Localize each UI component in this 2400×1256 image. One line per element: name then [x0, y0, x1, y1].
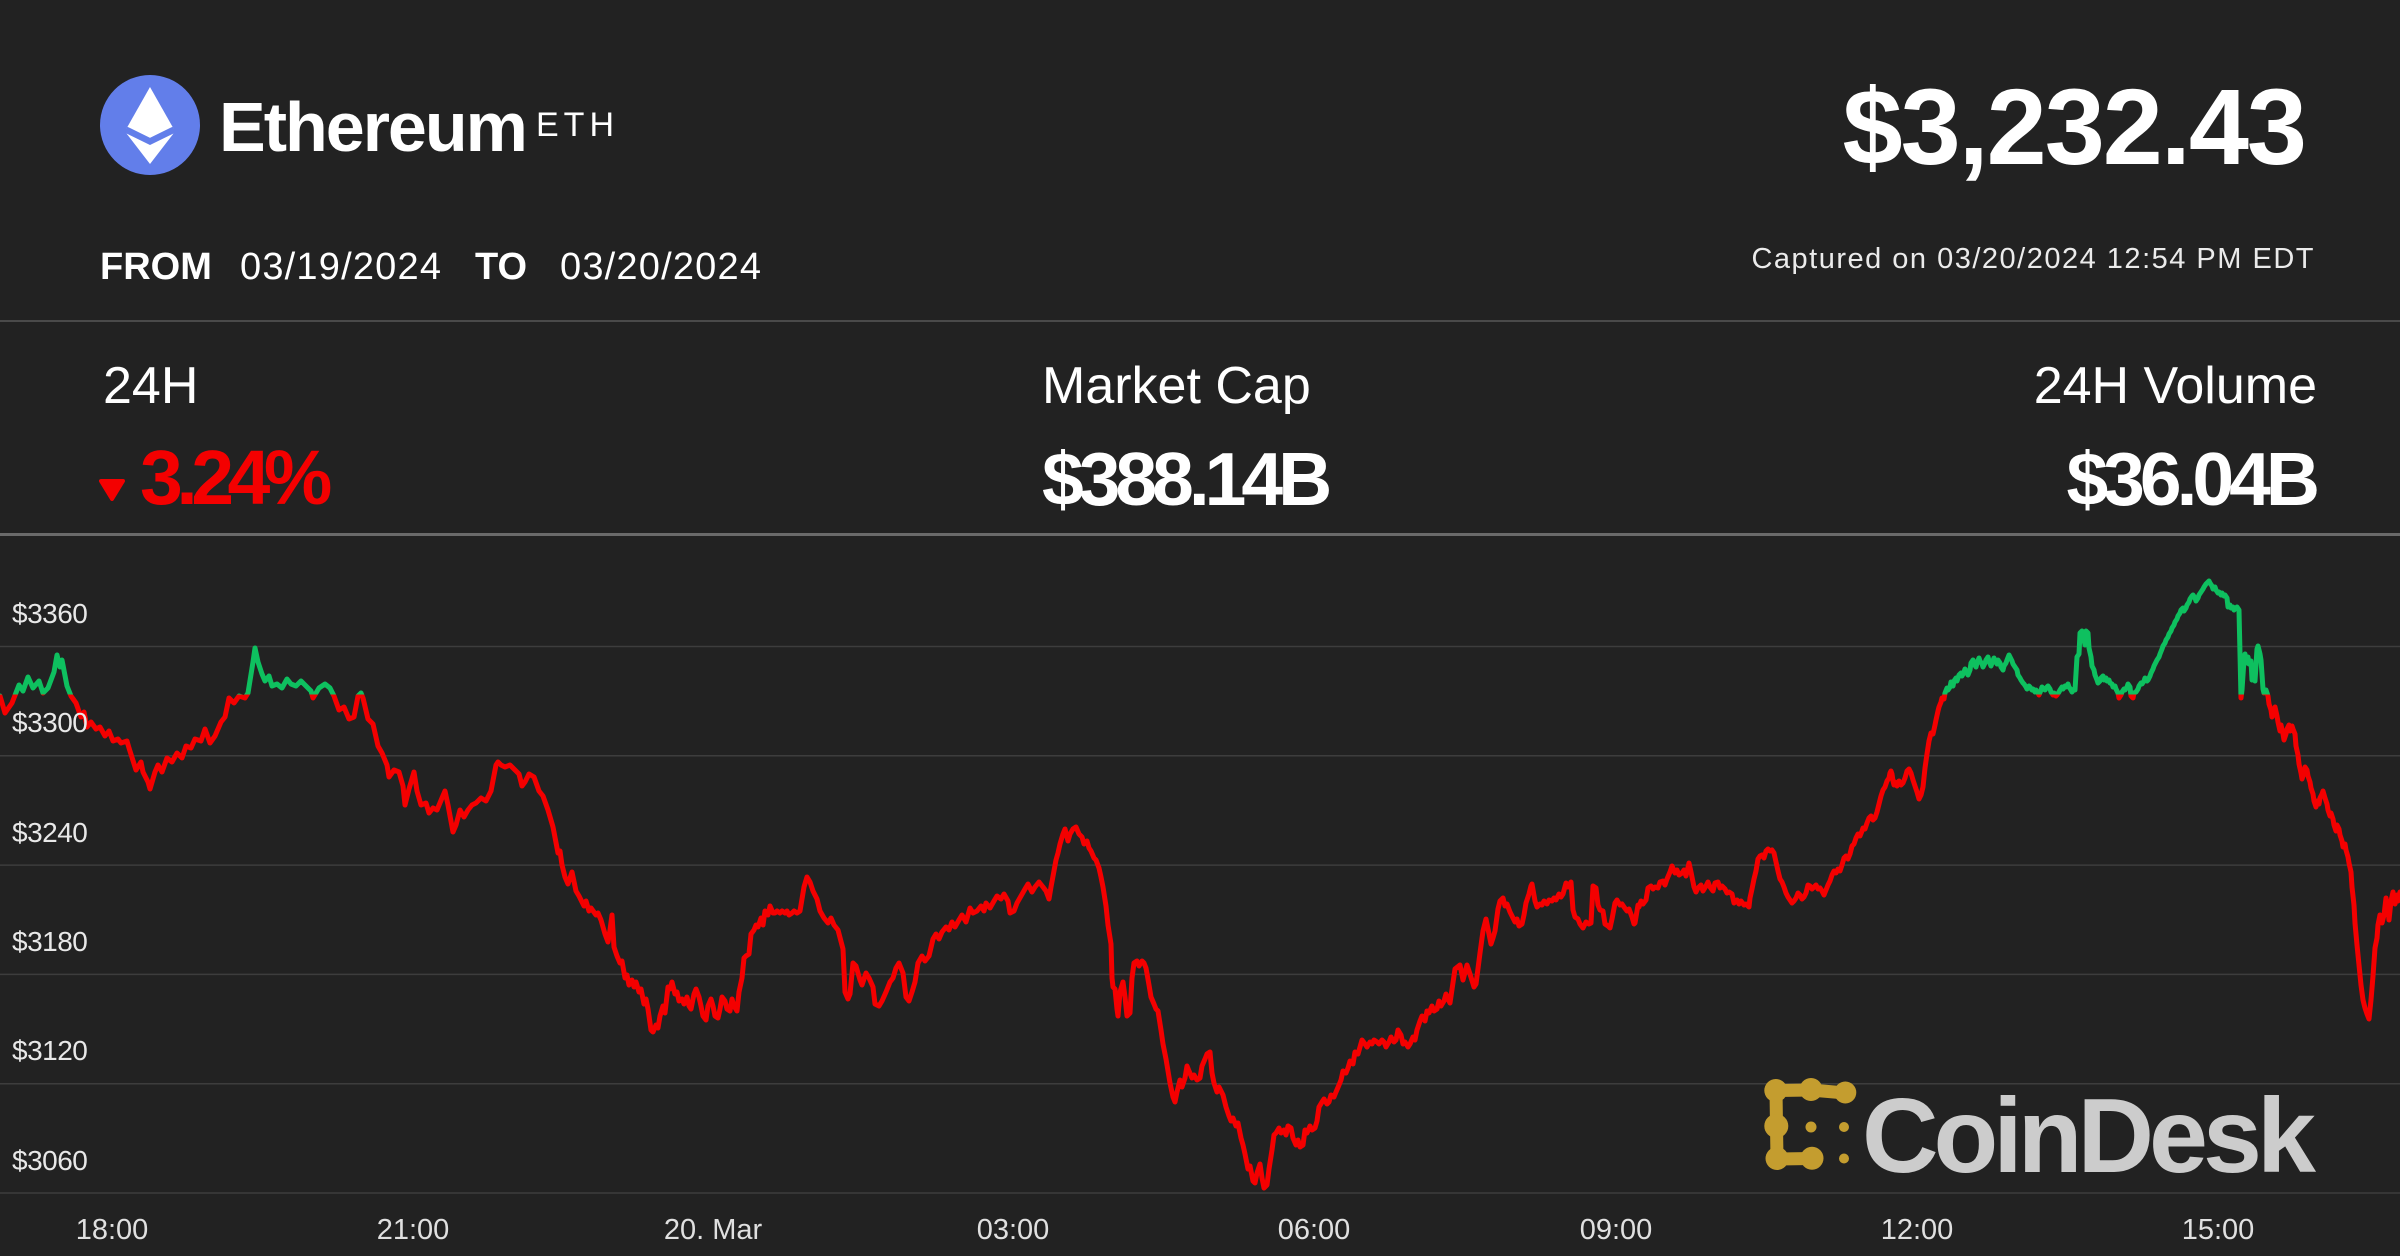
svg-text:CoinDesk: CoinDesk	[1862, 1077, 2317, 1195]
